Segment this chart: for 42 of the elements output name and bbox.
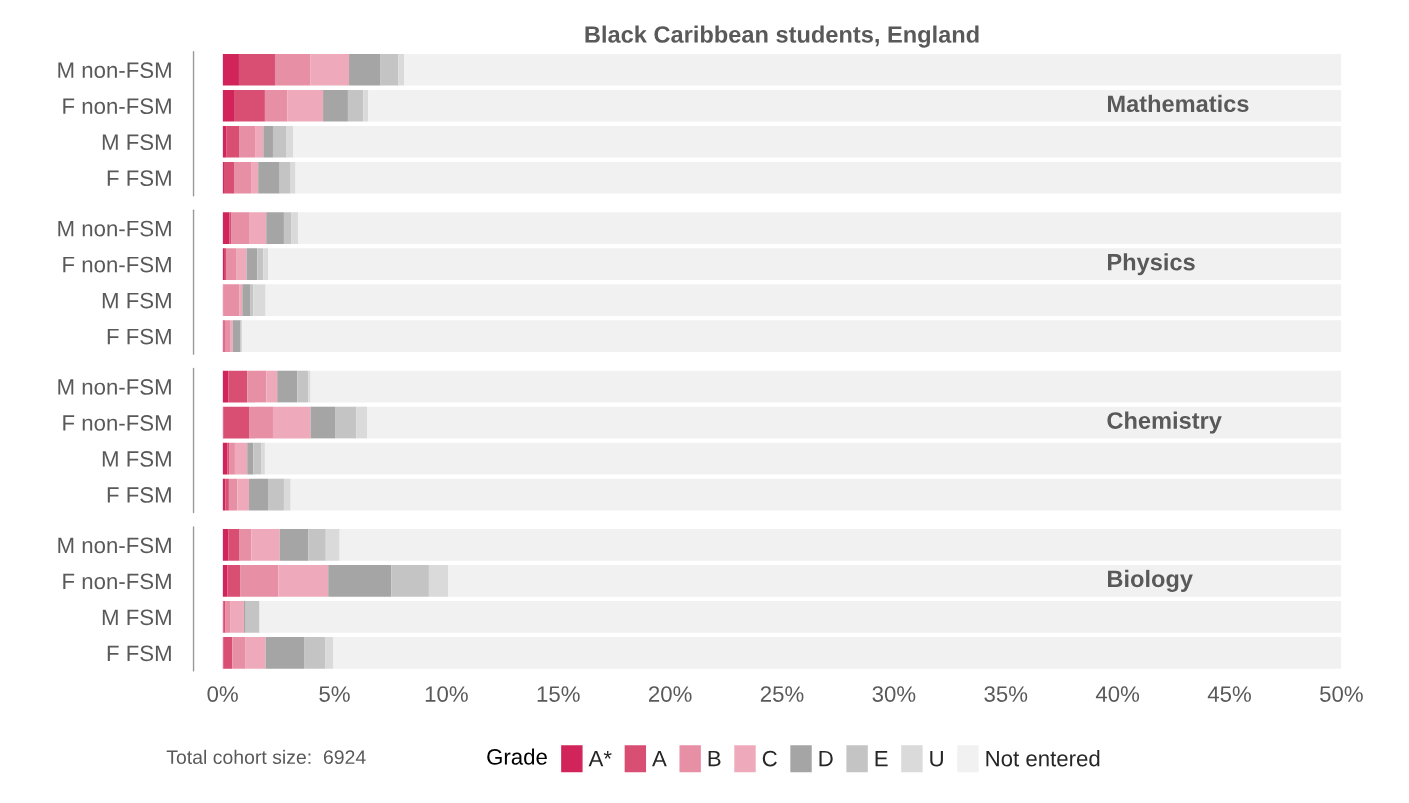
legend-label: D [819,750,833,767]
x-tick-label: 0% [207,686,238,702]
legend-label: U [930,750,943,767]
y-tick-label: F non-FSM [63,415,171,431]
x-tick-label: 35% [984,686,1028,702]
y-tick-label: F non-FSM [63,573,171,590]
x-tick-label: 5% [319,686,350,702]
x-tick-label: 45% [1207,686,1251,702]
x-tick-label: 30% [872,686,916,702]
annotation: Mathematics [1108,94,1249,113]
y-tick-label: F FSM [107,645,171,662]
x-tick-label: 15% [537,686,580,702]
x-tick-label: 20% [649,686,692,702]
chart-title: Black Caribbean students, England [585,25,979,48]
x-tick-label: 10% [425,686,468,702]
legend-label: E [875,750,888,767]
annotation: Chemistry [1107,411,1222,434]
annotation: Physics [1108,253,1195,276]
y-tick-label: F non-FSM [63,256,171,273]
y-tick-label: M FSM [102,609,171,626]
y-tick-label: M FSM [102,292,171,309]
legend-label: C [762,750,777,767]
y-tick-label: F FSM [107,170,171,187]
legend-label: A* [588,750,612,767]
y-tick-label: M non-FSM [58,379,171,395]
y-tick-label: F non-FSM [63,98,171,115]
annotation: Biology [1108,569,1193,592]
legend-title: Grade [487,748,547,765]
text: Total cohort size: 6924 [166,749,366,765]
legend-label: A [652,750,667,767]
y-tick-label: M non-FSM [58,220,171,237]
y-tick-label: M non-FSM [58,62,171,79]
x-tick-label: 40% [1095,686,1140,702]
y-tick-label: F FSM [107,487,171,503]
y-tick-label: M FSM [102,451,171,467]
y-tick-label: M FSM [102,134,171,151]
y-tick-label: M non-FSM [58,537,171,554]
x-tick-label: 25% [760,686,804,702]
legend-label: B [708,750,721,767]
y-tick-label: F FSM [107,328,171,345]
x-tick-label: 50% [1320,686,1363,702]
legend-label: Not entered [986,750,1100,767]
